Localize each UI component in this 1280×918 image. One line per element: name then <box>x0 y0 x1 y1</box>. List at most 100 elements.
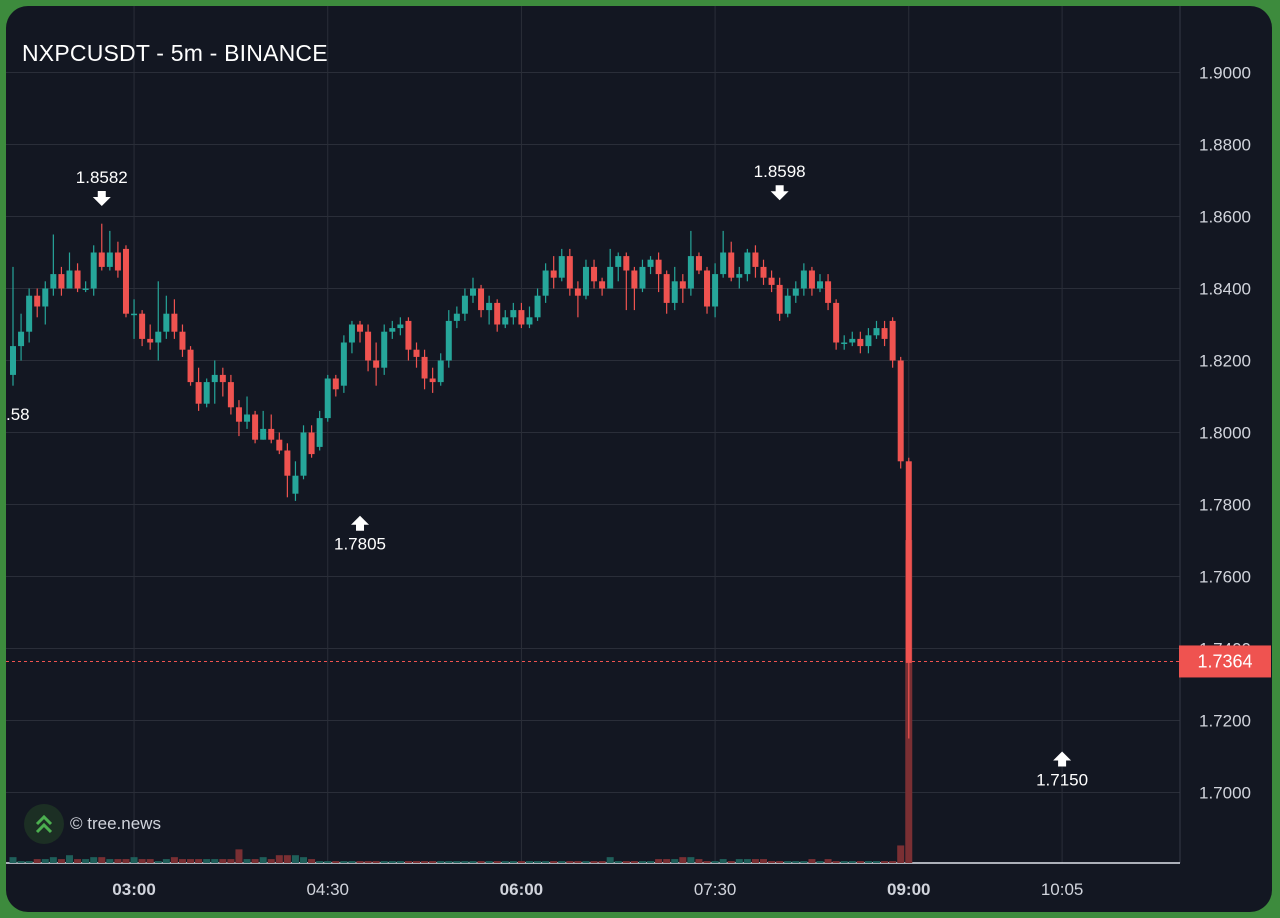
volume-bar <box>751 859 759 863</box>
volume-bar <box>832 861 840 863</box>
volume-bar <box>703 861 711 863</box>
y-tick-label: 1.8800 <box>1199 136 1251 155</box>
volume-bar <box>534 861 542 863</box>
volume-bar <box>33 859 41 863</box>
candle-body <box>833 302 840 343</box>
volume-bar <box>300 857 308 863</box>
volume-bar <box>122 859 130 863</box>
candle-body <box>728 252 735 278</box>
candle-body <box>300 432 307 476</box>
volume-bar <box>638 861 646 863</box>
candle-body <box>663 274 670 303</box>
candle-body <box>292 475 299 494</box>
candle-body <box>195 382 202 404</box>
volume-bar <box>308 859 316 863</box>
arrow-down-icon <box>92 190 111 206</box>
candle-body <box>599 281 606 289</box>
volume-bar <box>396 861 404 863</box>
volume-bar <box>195 859 203 863</box>
volume-bar <box>227 859 235 863</box>
candle-body <box>800 270 807 289</box>
candle-body <box>373 360 380 368</box>
candle-body <box>324 378 331 419</box>
volume-bar <box>291 855 299 863</box>
y-tick-label: 1.7600 <box>1199 568 1251 587</box>
candle-body <box>776 284 783 314</box>
volume-bar <box>808 859 816 863</box>
y-tick-label: 1.8200 <box>1199 352 1251 371</box>
volume-bar <box>178 859 186 863</box>
volume-bar <box>372 861 380 863</box>
candle-body <box>122 248 129 314</box>
candle-body <box>873 328 880 336</box>
volume-bar <box>800 861 808 863</box>
volume-bar <box>856 861 864 863</box>
volume-bar <box>768 861 776 863</box>
volume-bar <box>445 861 453 863</box>
volume-bar <box>517 861 525 863</box>
candle-body <box>679 281 686 289</box>
candle-body <box>171 313 178 332</box>
volume-bar <box>776 861 784 863</box>
volume-bar <box>138 859 146 863</box>
volume-bar <box>848 861 856 863</box>
extreme-annotation: 1.8598 <box>754 162 806 201</box>
candle-body <box>453 313 460 321</box>
candle-body <box>712 274 719 307</box>
candle-body <box>284 450 291 476</box>
tree-news-logo-icon <box>24 804 64 844</box>
volume-bar <box>542 861 550 863</box>
volume-bar <box>146 859 154 863</box>
candle-body <box>671 281 678 303</box>
x-tick-label: 04:30 <box>306 880 349 899</box>
volume-bar <box>558 861 566 863</box>
volume-bar <box>598 861 606 863</box>
volume-bar <box>461 861 469 863</box>
volume-bar <box>251 859 259 863</box>
candle-body <box>518 310 525 325</box>
volume-bar <box>727 861 735 863</box>
candle-body <box>34 295 41 307</box>
candle-body <box>365 331 372 361</box>
candle-body <box>542 270 549 296</box>
volume-bar <box>154 861 162 863</box>
candle-body <box>42 288 49 307</box>
volume-bar <box>65 855 73 863</box>
volume-bar <box>647 861 655 863</box>
volume-bar <box>493 861 501 863</box>
candle-body <box>695 256 702 271</box>
x-tick-label: 03:00 <box>112 880 155 899</box>
candle-body <box>744 252 751 275</box>
volume-bar <box>235 849 243 863</box>
volume-bar <box>170 857 178 863</box>
volume-bar <box>816 861 824 863</box>
volume-bar <box>824 859 832 863</box>
volume-bar <box>316 861 324 863</box>
candle-body <box>582 266 589 296</box>
volume-bar <box>590 861 598 863</box>
volume-bar <box>219 859 227 863</box>
candle-body <box>332 378 339 390</box>
volume-bar <box>509 861 517 863</box>
candle-body <box>139 313 146 339</box>
candle-body <box>478 288 485 311</box>
volume-bar <box>743 859 751 863</box>
volume-bar <box>57 859 65 863</box>
extreme-annotation: 1.8582 <box>76 168 128 206</box>
candlestick-chart[interactable]: 1.70001.72001.74001.76001.78001.80001.82… <box>6 6 1272 912</box>
candle-body <box>591 266 598 282</box>
volume-bar <box>211 859 219 863</box>
candle-body <box>526 317 533 325</box>
candle-body <box>574 288 581 296</box>
volume-bar <box>25 861 33 863</box>
x-tick-label: 09:00 <box>887 880 930 899</box>
candle-body <box>760 266 767 278</box>
volume-bar <box>550 861 558 863</box>
candle-body <box>268 428 275 440</box>
chart-frame: 1.70001.72001.74001.76001.78001.80001.82… <box>6 6 1272 912</box>
volume-bar <box>49 857 57 863</box>
candle-body <box>397 324 404 329</box>
volume-bar <box>348 861 356 863</box>
candle-body <box>704 270 711 307</box>
candle-body <box>687 256 694 289</box>
